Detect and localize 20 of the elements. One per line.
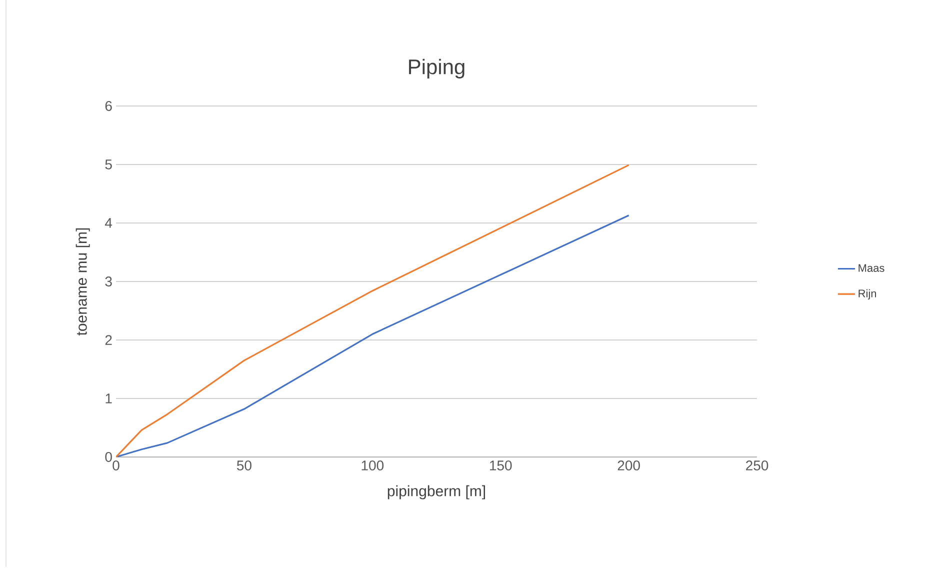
x-tick-label: 50 [236,460,252,470]
x-tick-label: 200 [618,460,640,470]
y-tick-label: 4 [105,218,112,228]
y-tick-label: 1 [106,394,112,404]
legend-label: Maas [858,264,884,272]
x-tick-label: 100 [362,460,384,470]
legend-label: Rijn [858,289,876,300]
x-tick-label: 250 [746,460,768,470]
y-tick-label: 2 [105,335,112,345]
x-axis-title: pipingberm [m] [388,485,485,500]
y-tick-label: 0 [105,452,112,462]
y-axis-title: toename mu [m] [76,228,90,336]
y-tick-label: 6 [105,101,112,111]
line-series [116,214,630,457]
line-series [116,164,630,457]
y-tick-label: 3 [105,276,112,286]
y-tick-label: 5 [105,160,112,170]
chart-title: Piping [409,58,464,78]
x-tick-label: 0 [112,460,120,470]
x-tick-label: 150 [490,460,512,470]
